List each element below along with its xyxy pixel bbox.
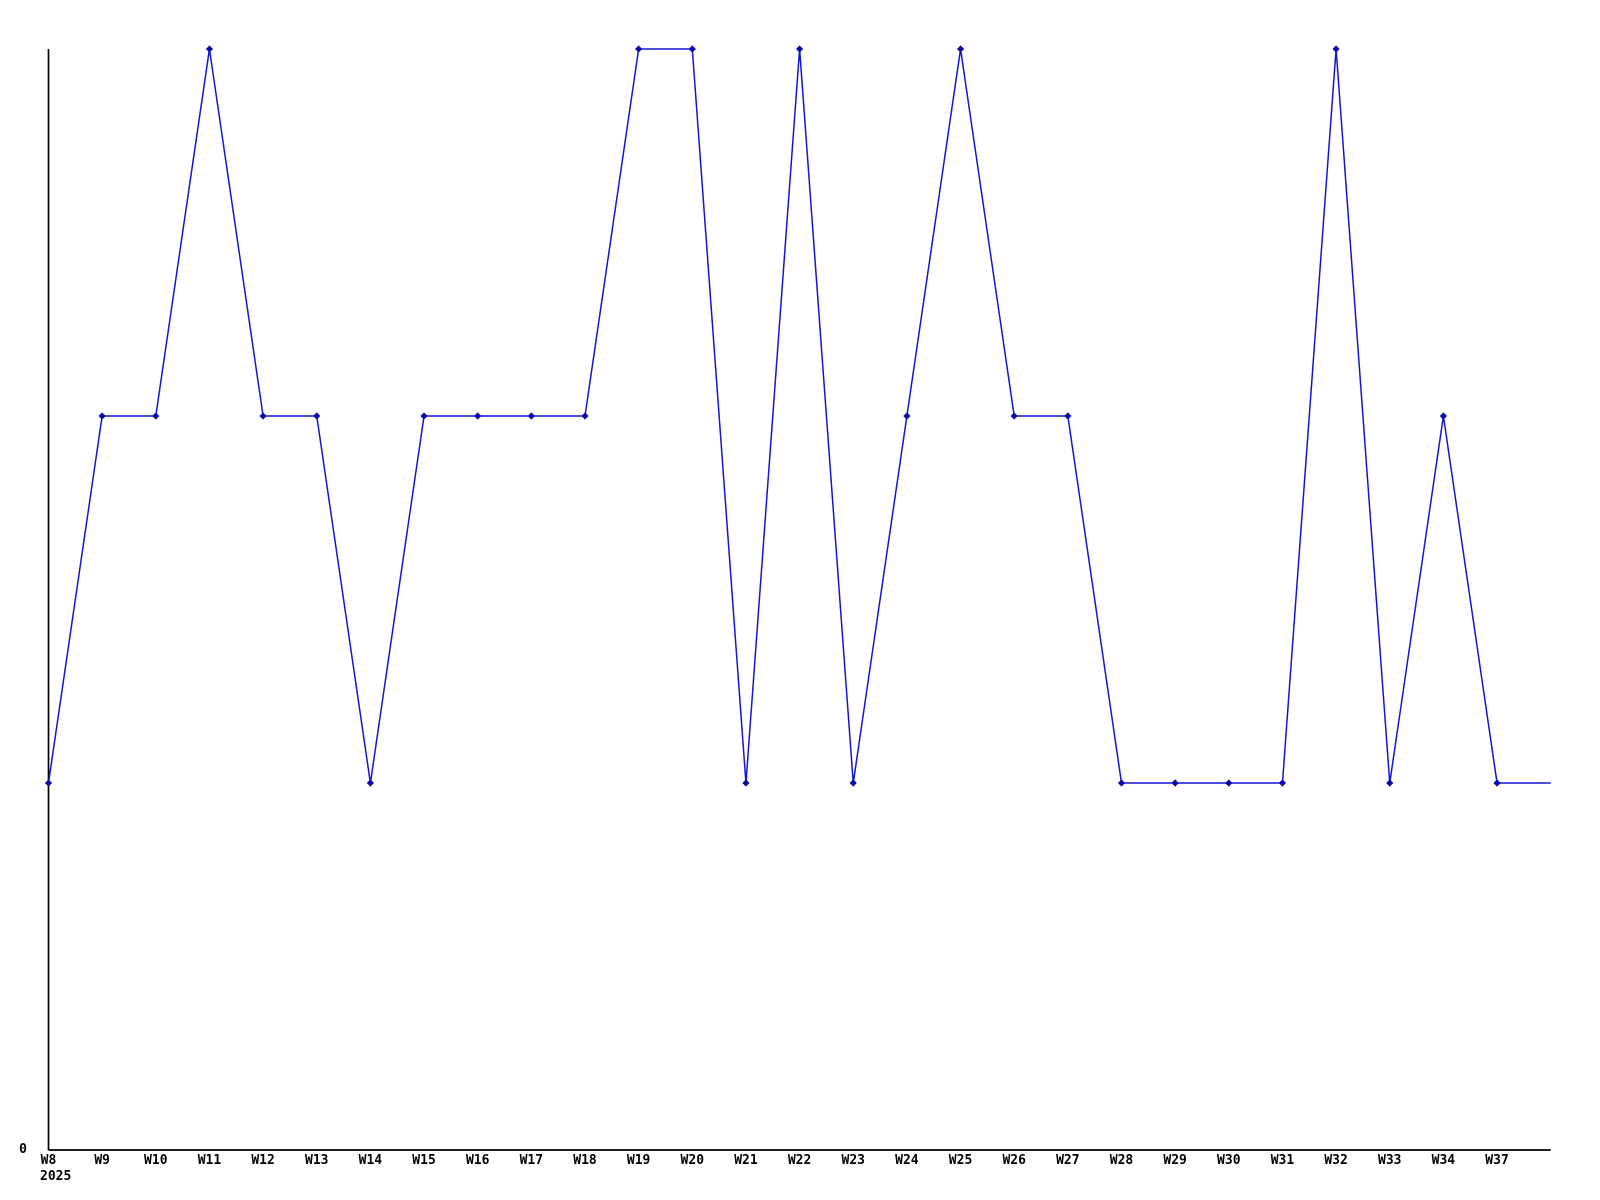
x-tick-label: W8 <box>41 1153 57 1168</box>
data-point-marker <box>581 412 589 420</box>
x-tick-label: W21 <box>734 1153 758 1168</box>
data-point-marker <box>205 45 214 53</box>
x-tick-label: W25 <box>949 1153 972 1168</box>
data-point-marker <box>1386 779 1394 787</box>
data-point-marker <box>849 779 857 787</box>
data-point-marker <box>1439 412 1447 420</box>
data-point-marker <box>1332 45 1340 53</box>
x-tick-label: W17 <box>520 1153 543 1168</box>
data-point-marker <box>1278 779 1287 787</box>
data-point-marker <box>635 45 643 53</box>
data-point-marker <box>420 412 428 420</box>
data-point-marker <box>1225 779 1233 787</box>
data-point-marker <box>259 412 267 420</box>
x-tick-label: W22 <box>788 1153 811 1168</box>
x-tick-label: W24 <box>895 1153 919 1168</box>
y-tick-label-zero: 0 <box>19 1142 27 1157</box>
x-tick-label: W30 <box>1217 1153 1241 1168</box>
data-point-marker <box>313 412 321 420</box>
x-tick-label: W31 <box>1271 1153 1295 1168</box>
data-point-marker <box>527 412 535 420</box>
x-tick-label: W29 <box>1163 1153 1186 1168</box>
data-point-marker <box>742 779 750 787</box>
x-tick-label: W32 <box>1324 1153 1347 1168</box>
data-point-marker <box>366 779 374 787</box>
data-point-marker <box>796 45 804 53</box>
data-point-marker <box>1171 779 1179 787</box>
x-tick-label: W16 <box>466 1153 490 1168</box>
x-tick-label: W20 <box>681 1153 705 1168</box>
x-tick-label: W12 <box>251 1153 274 1168</box>
data-point-marker <box>152 412 160 420</box>
data-point-marker <box>44 779 53 787</box>
data-point-marker <box>903 412 911 420</box>
x-tick-label: W13 <box>305 1153 328 1168</box>
data-point-marker <box>1117 779 1126 787</box>
x-tick-label: W10 <box>144 1153 168 1168</box>
x-tick-label: W34 <box>1432 1153 1456 1168</box>
x-tick-label: W27 <box>1056 1153 1079 1168</box>
data-point-marker <box>1064 412 1072 420</box>
x-tick-label: W9 <box>94 1153 110 1168</box>
x-tick-label: W19 <box>627 1153 650 1168</box>
x-tick-label: W33 <box>1378 1153 1401 1168</box>
data-line <box>47 48 1551 784</box>
x-tick-label: W18 <box>573 1153 597 1168</box>
x-tick-label: W23 <box>842 1153 865 1168</box>
x-axis-year-label: 2025 <box>40 1169 71 1184</box>
x-tick-label: W15 <box>412 1153 435 1168</box>
data-point-marker <box>1493 779 1501 787</box>
data-point-marker <box>474 412 482 420</box>
data-point-marker <box>688 45 696 53</box>
x-tick-label: W26 <box>1002 1153 1026 1168</box>
x-tick-label: W28 <box>1110 1153 1134 1168</box>
data-point-marker <box>956 45 965 53</box>
x-tick-label: W14 <box>359 1153 383 1168</box>
data-point-marker <box>1010 412 1018 420</box>
x-tick-label: W37 <box>1485 1153 1508 1168</box>
x-tick-label: W11 <box>198 1153 222 1168</box>
data-point-marker <box>98 412 106 420</box>
